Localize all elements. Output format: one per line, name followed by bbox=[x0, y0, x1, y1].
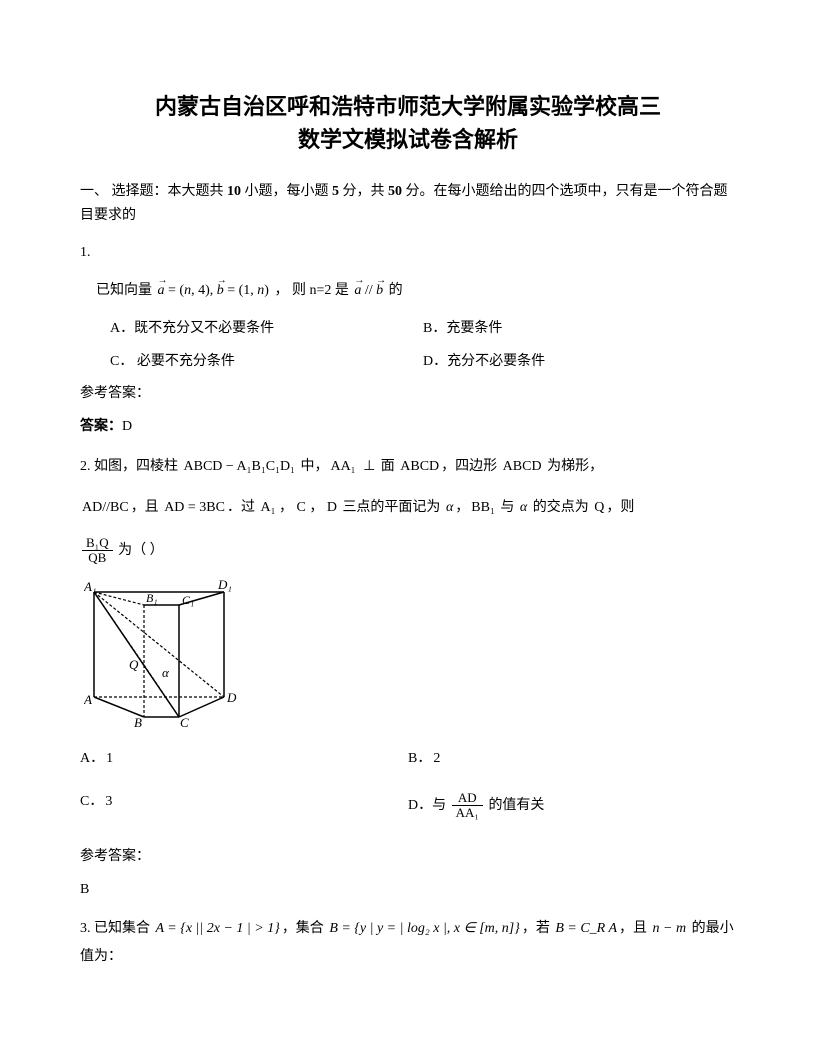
q2-prism-label: ABCD − A₁B₁C₁D₁ bbox=[182, 459, 297, 474]
q3-set-b: B = {y | y = | log₂ x |, x ∈ [m, n]} bbox=[327, 921, 522, 936]
q1-options-row-1: A．既不充分又不必要条件 B．充要条件 bbox=[80, 318, 736, 340]
q2-ratio-fraction: B₁Q QB bbox=[82, 536, 113, 566]
q1-parallel-formula: a→ // b→ bbox=[352, 283, 388, 298]
q1-number: 1. bbox=[80, 242, 736, 264]
q1-option-a: A．既不充分又不必要条件 bbox=[110, 318, 423, 340]
question-2: 2. 如图，四棱柱 ABCD − A₁B₁C₁D₁ 中，AA₁ ⊥ 面 ABCD… bbox=[80, 452, 736, 901]
q1-option-c: C． 必要不充分条件 bbox=[110, 351, 423, 373]
svg-text:B: B bbox=[134, 715, 142, 727]
q3-complement: B = C_R A bbox=[553, 921, 619, 936]
svg-text:C: C bbox=[180, 715, 189, 727]
exam-title: 内蒙古自治区呼和浩特市师范大学附属实验学校高三 数学文模拟试卷含解析 bbox=[80, 90, 736, 156]
q2-prism-figure: A₁ B₁ C₁ D₁ A B C D Q α bbox=[84, 577, 736, 735]
title-line-2: 数学文模拟试卷含解析 bbox=[80, 123, 736, 156]
svg-text:D₁: D₁ bbox=[217, 577, 232, 592]
svg-text:Q: Q bbox=[129, 657, 139, 672]
q1-option-d: D．充分不必要条件 bbox=[423, 351, 736, 373]
q2-option-d: D．与 AD AA₁ 的值有关 bbox=[408, 789, 736, 823]
q2-option-a: A．1 bbox=[80, 746, 408, 771]
q2-option-d-fraction: AD AA₁ bbox=[452, 791, 483, 821]
svg-text:C₁: C₁ bbox=[182, 593, 194, 607]
q2-answer: B bbox=[80, 879, 736, 901]
section-1-header: 一、 选择题：本大题共 10 小题，每小题 5 分，共 50 分。在每小题给出的… bbox=[80, 180, 736, 228]
q1-option-b: B．充要条件 bbox=[423, 318, 736, 340]
q2-option-b: B．2 bbox=[408, 746, 736, 771]
q1-answer: 答案：D bbox=[80, 416, 736, 438]
svg-text:A₁: A₁ bbox=[84, 579, 96, 594]
q1-options-row-2: C． 必要不充分条件 D．充分不必要条件 bbox=[80, 351, 736, 373]
question-1: 1. 已知向量 a→ = (n, 4), b→ = (1, n) ， 则 n=2… bbox=[80, 242, 736, 438]
q2-stem-line-2: AD//BC，且 AD = 3BC．过 A₁ ， C ， D 三点的平面记为 α… bbox=[80, 493, 736, 524]
q2-answer-label: 参考答案： bbox=[80, 846, 736, 868]
prism-svg: A₁ B₁ C₁ D₁ A B C D Q α bbox=[84, 577, 239, 727]
q3-set-a: A = {x || 2x − 1 | > 1} bbox=[154, 921, 282, 936]
title-line-1: 内蒙古自治区呼和浩特市师范大学附属实验学校高三 bbox=[80, 90, 736, 123]
q2-stem-line-1: 2. 如图，四棱柱 ABCD − A₁B₁C₁D₁ 中，AA₁ ⊥ 面 ABCD… bbox=[80, 452, 736, 483]
svg-text:α: α bbox=[162, 665, 170, 680]
q1-answer-label: 参考答案： bbox=[80, 383, 736, 405]
svg-text:D: D bbox=[226, 690, 237, 705]
svg-text:B₁: B₁ bbox=[146, 591, 158, 605]
q2-stem-line-3: B₁Q QB 为（ ） bbox=[80, 534, 736, 568]
q2-option-c: C．3 bbox=[80, 789, 408, 823]
svg-text:A: A bbox=[84, 692, 92, 707]
q1-stem: 已知向量 a→ = (n, 4), b→ = (1, n) ， 则 n=2 是 … bbox=[80, 280, 736, 302]
q1-vector-formula: a→ = (n, 4), b→ = (1, n) bbox=[156, 283, 275, 298]
question-3: 3. 已知集合 A = {x || 2x − 1 | > 1}，集合 B = {… bbox=[80, 915, 736, 971]
q2-options: A．1 B．2 C．3 D．与 AD AA₁ 的值有关 bbox=[80, 746, 736, 841]
